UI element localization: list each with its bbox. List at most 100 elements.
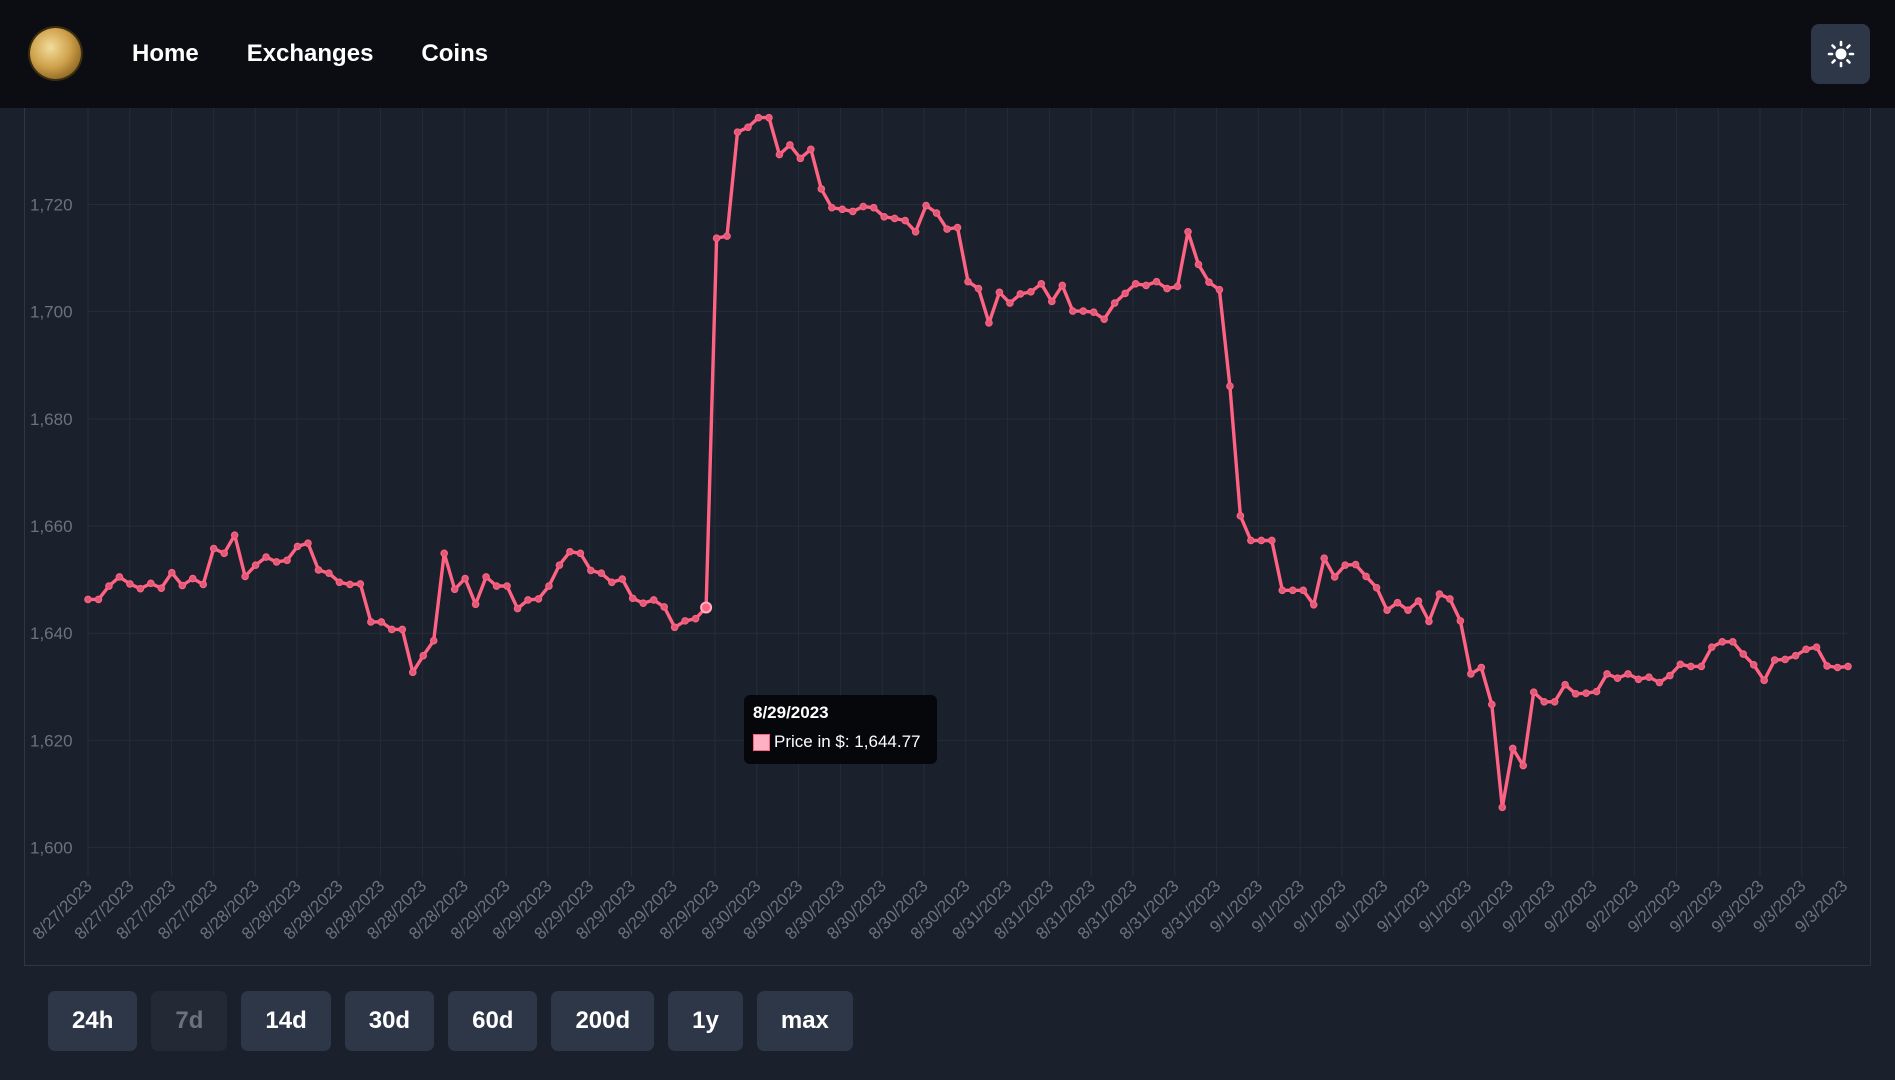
nav-exchanges-link[interactable]: Exchanges <box>246 40 374 67</box>
price-point <box>712 234 721 243</box>
price-point <box>576 549 585 558</box>
price-point <box>545 582 553 590</box>
range-30d-button[interactable]: 30d <box>344 991 435 1051</box>
price-point <box>524 596 532 604</box>
price-point <box>147 579 155 588</box>
price-point <box>1645 673 1653 681</box>
y-tick-label: 1,620 <box>30 731 73 750</box>
price-point <box>398 625 407 634</box>
price-point <box>241 572 249 581</box>
price-point <box>555 561 564 569</box>
range-60d-button[interactable]: 60d <box>448 991 538 1051</box>
y-tick-label: 1,660 <box>30 517 73 536</box>
price-point <box>534 595 543 603</box>
price-point <box>178 581 187 590</box>
range-selector: 24h 7d 14d 30d 60d 200d 1y max <box>48 991 853 1051</box>
nav-coins-link[interactable]: Coins <box>421 40 489 67</box>
price-point <box>1068 307 1077 315</box>
coin-logo-icon[interactable] <box>30 28 81 79</box>
price-point <box>1100 315 1108 323</box>
tooltip-color-swatch <box>753 733 770 751</box>
price-point <box>293 542 302 551</box>
price-point <box>1613 674 1622 683</box>
price-point <box>1739 650 1748 658</box>
price-point <box>1320 554 1328 562</box>
price-point <box>964 277 972 286</box>
price-point <box>1362 572 1370 581</box>
price-point <box>985 319 993 327</box>
price-point <box>1571 689 1580 698</box>
price-point <box>639 599 648 607</box>
price-points <box>84 113 1852 812</box>
price-point <box>922 201 930 210</box>
price-point <box>1477 663 1486 672</box>
price-point <box>188 574 197 583</box>
price-chart-svg: 1,6001,6201,6401,6601,6801,7001,7208/27/… <box>29 108 1852 943</box>
price-point <box>346 580 354 589</box>
price-point <box>105 582 113 590</box>
price-point <box>408 668 417 677</box>
price-line <box>88 115 1849 810</box>
active-price-point <box>700 601 713 614</box>
price-point <box>1131 279 1140 288</box>
price-point <box>828 203 836 212</box>
tooltip-value: Price in $: 1,644.77 <box>774 732 921 751</box>
y-tick-label: 1,720 <box>30 195 73 214</box>
price-point <box>744 123 752 132</box>
price-point <box>1152 277 1161 286</box>
price-point <box>1561 680 1569 689</box>
y-tick-label: 1,700 <box>30 303 73 322</box>
price-point <box>1163 284 1171 293</box>
price-point <box>419 651 428 660</box>
price-point <box>1226 382 1234 390</box>
price-point <box>126 580 134 588</box>
y-tick-label: 1,600 <box>30 839 73 858</box>
price-point <box>649 596 658 604</box>
range-14d-button[interactable]: 14d <box>241 991 331 1051</box>
price-point <box>136 584 145 593</box>
chart-tooltip: 8/29/2023 Price in $: 1,644.77 <box>744 695 937 764</box>
price-point <box>859 202 868 211</box>
price-point <box>943 225 951 233</box>
price-point <box>304 539 312 547</box>
price-point <box>1037 279 1046 288</box>
price-point <box>1215 285 1224 294</box>
price-point <box>1802 645 1810 654</box>
price-point <box>1089 308 1098 316</box>
price-point <box>754 113 763 122</box>
price-chart[interactable]: 1,600 1,620 1,640 1,660 1,680 1,700 1,720 8/27/… <box>24 108 1871 966</box>
price-point <box>890 214 899 223</box>
price-point <box>1823 662 1831 670</box>
range-1y-button[interactable]: 1y <box>668 991 743 1051</box>
price-point <box>209 544 218 553</box>
theme-toggle-button[interactable] <box>1811 24 1870 84</box>
price-point <box>901 216 909 225</box>
range-24h-button[interactable]: 24h <box>48 991 138 1051</box>
price-point <box>838 205 847 214</box>
price-point <box>1467 670 1475 678</box>
range-7d-button[interactable]: 7d <box>151 991 228 1051</box>
price-point <box>1404 606 1412 614</box>
price-point <box>807 145 815 154</box>
price-point <box>608 578 616 587</box>
y-tick-label: 1,640 <box>30 624 73 643</box>
range-200d-button[interactable]: 200d <box>551 991 655 1051</box>
nav-home-link[interactable]: Home <box>132 40 199 67</box>
price-point <box>786 141 794 149</box>
price-point <box>1278 586 1287 595</box>
price-point <box>1247 536 1255 545</box>
price-point <box>356 580 365 588</box>
price-point <box>932 209 941 217</box>
price-point <box>628 594 637 603</box>
price-point <box>587 566 595 575</box>
price-point <box>1770 656 1779 664</box>
price-point <box>1760 676 1768 685</box>
price-point <box>775 150 784 159</box>
price-point <box>1309 600 1318 609</box>
sun-icon <box>1827 40 1854 68</box>
price-point <box>1184 227 1192 236</box>
price-point <box>1435 590 1444 598</box>
price-point <box>817 185 826 193</box>
range-max-button[interactable]: max <box>756 991 853 1051</box>
price-point <box>1205 278 1213 286</box>
